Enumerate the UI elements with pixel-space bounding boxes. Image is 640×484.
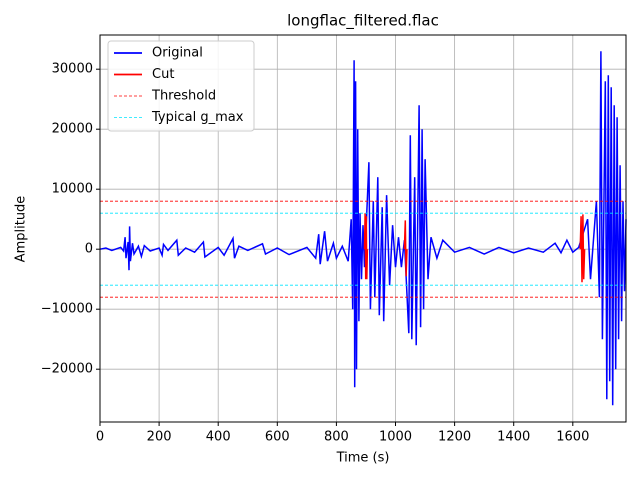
x-tick-label: 1400	[497, 430, 530, 445]
x-tick-label: 800	[324, 430, 349, 445]
x-tick-label: 1200	[438, 430, 471, 445]
legend-label: Cut	[152, 67, 174, 82]
y-tick-label: 10000	[52, 182, 93, 197]
x-tick-label: 1000	[379, 430, 412, 445]
y-tick-label: −20000	[41, 362, 93, 377]
x-tick-label: 600	[265, 430, 290, 445]
legend-label: Typical g_max	[151, 110, 244, 125]
x-tick-label: 1600	[556, 430, 589, 445]
x-tick-label: 0	[96, 430, 104, 445]
plot-frame	[99, 34, 627, 423]
y-axis-label: Amplitude	[14, 196, 29, 263]
x-axis-label: Time (s)	[336, 451, 390, 466]
y-tick-label: −10000	[41, 302, 93, 317]
y-tick-label: 0	[85, 242, 93, 257]
legend-box	[107, 40, 255, 132]
y-tick-label: 30000	[52, 62, 93, 77]
legend-label: Original	[152, 46, 203, 61]
series-line	[363, 213, 586, 283]
x-tick-label: 400	[206, 430, 231, 445]
y-tick-label: 20000	[52, 122, 93, 137]
x-tick-label: 200	[147, 430, 172, 445]
series-line	[99, 51, 627, 406]
chart-title: longflac_filtered.flac	[287, 12, 439, 31]
legend-label: Threshold	[151, 89, 216, 104]
